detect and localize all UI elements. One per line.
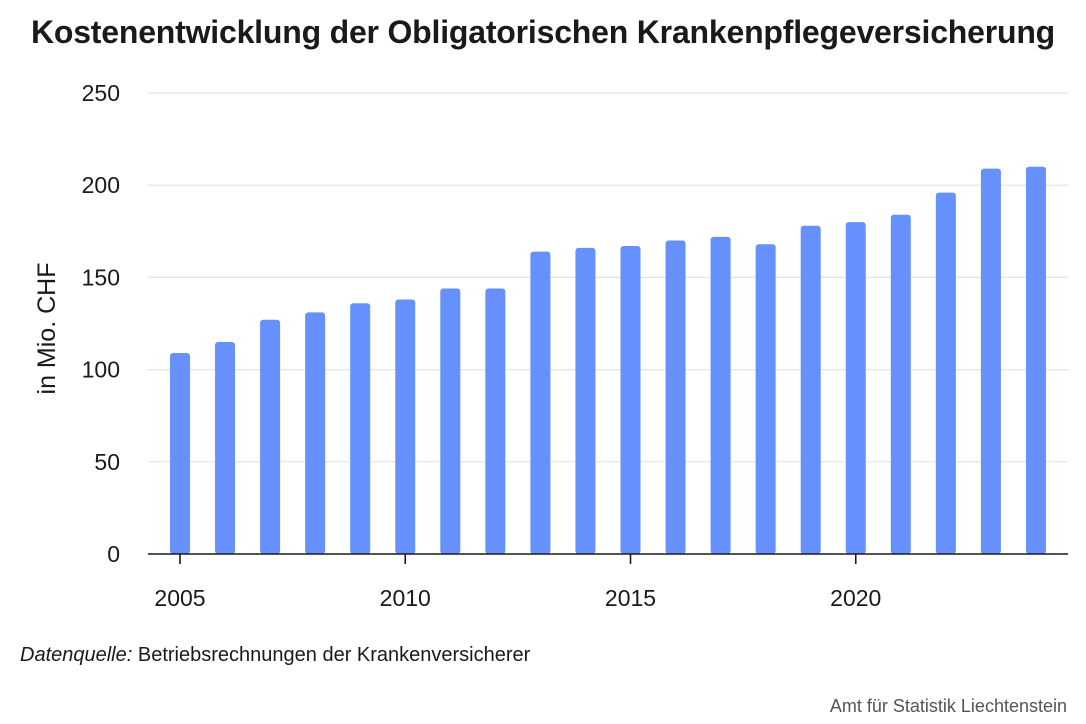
bar xyxy=(215,341,236,554)
bar xyxy=(665,240,686,554)
bar xyxy=(800,225,821,554)
bar xyxy=(890,214,911,555)
bar xyxy=(530,251,551,555)
x-tick-label: 2020 xyxy=(830,585,881,611)
source-label: Datenquelle: xyxy=(20,644,133,666)
y-axis-title: in Mio. CHF xyxy=(33,263,61,395)
bar xyxy=(845,222,866,554)
y-tick-label: 50 xyxy=(94,449,120,475)
source-text: Betriebsrechnungen der Krankenversichere… xyxy=(137,644,531,666)
bar xyxy=(305,312,326,554)
data-source: Datenquelle: Betriebsrechnungen der Kran… xyxy=(20,644,530,667)
bar xyxy=(980,168,1001,554)
bar-chart: 0 50 100 150 200 250 2005 2010 2015 2020 in Mio.… xyxy=(33,80,1068,611)
credit: Amt für Statistik Liechtenstein xyxy=(829,696,1067,716)
x-tick-label: 2015 xyxy=(605,585,656,611)
grid-lines xyxy=(148,92,1068,463)
bar xyxy=(440,288,461,554)
y-tick-label: 100 xyxy=(82,357,120,383)
bar xyxy=(170,353,190,554)
y-tick-label: 150 xyxy=(82,264,120,290)
y-axis-ticks: 0 50 100 150 200 250 xyxy=(82,80,120,567)
bar xyxy=(935,192,956,555)
bars xyxy=(170,166,1046,555)
bar xyxy=(620,246,641,554)
chart-title: Kostenentwicklung der Obligatorischen Kr… xyxy=(30,14,1056,50)
bar xyxy=(755,244,776,554)
bar xyxy=(575,247,596,554)
x-tick-label: 2005 xyxy=(154,585,205,611)
bar xyxy=(350,303,371,554)
y-tick-label: 0 xyxy=(107,541,120,567)
y-tick-label: 250 xyxy=(82,80,120,106)
bar xyxy=(485,288,506,554)
bar xyxy=(260,319,281,554)
y-tick-label: 200 xyxy=(82,172,120,198)
bar xyxy=(1025,166,1046,554)
x-axis: 2005 2010 2015 2020 xyxy=(148,553,1068,611)
x-tick-label: 2010 xyxy=(380,585,431,611)
bar xyxy=(710,236,731,554)
bar xyxy=(395,299,416,554)
